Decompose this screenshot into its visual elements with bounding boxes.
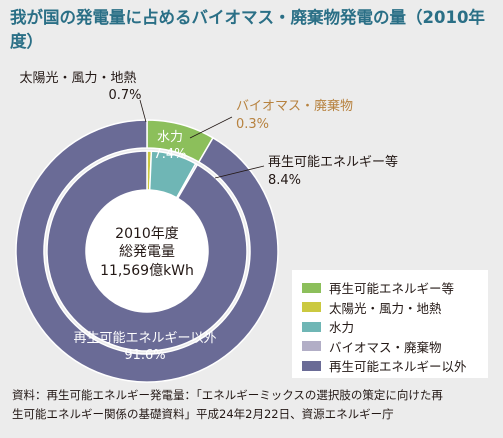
label-solar-name: 太陽光・風力・地熱 (19, 71, 136, 86)
legend-item-hydro: 水力 (302, 317, 482, 337)
chart-title: 我が国の発電量に占めるバイオマス・廃棄物発電の量（2010年度） (10, 8, 485, 51)
label-non-renewable-value: 91.6% (124, 348, 165, 363)
leader-line-renewable (214, 165, 265, 179)
center-label-value: 11,569億kWh (100, 263, 194, 279)
source-note: 資料：再生可能エネルギー発電量：「エネルギーミックスの選択肢の策定に向けた再 生… (12, 386, 497, 424)
outer-ring (15, 119, 279, 383)
leader-line-biomass (189, 116, 233, 139)
legend-label: バイオマス・廃棄物 (329, 339, 442, 355)
label-renewable-value: 8.4% (268, 173, 301, 188)
legend-item-renewable: 再生可能エネルギー等 (302, 278, 482, 298)
label-non-renewable-name: 再生可能エネルギー以外 (73, 331, 216, 346)
label-biomass-name: バイオマス・廃棄物 (236, 98, 353, 114)
label-hydro-value: 7.4% (153, 147, 186, 162)
leader-line-solar (139, 99, 147, 123)
legend-item-solar: 太陽光・風力・地熱 (302, 298, 482, 318)
label-biomass-value: 0.3% (236, 117, 269, 132)
legend-swatch (302, 302, 321, 313)
legend-swatch (302, 360, 321, 371)
outer-ring-slice-1 (15, 119, 279, 383)
legend-item-biomass: バイオマス・廃棄物 (302, 337, 482, 357)
legend-swatch (302, 282, 321, 293)
label-solar-value: 0.7% (108, 88, 141, 103)
legend-item-non-renewable: 再生可能エネルギー以外 (302, 356, 482, 376)
legend-swatch (302, 321, 321, 332)
legend-label: 再生可能エネルギー以外 (329, 359, 467, 375)
legend-label: 再生可能エネルギー等 (329, 281, 455, 297)
legend-label: 水力 (329, 320, 355, 336)
center-label-year: 2010年度 (115, 226, 179, 242)
source-line-2: 生可能エネルギー関係の基礎資料」平成24年2月22日、資源エネルギー庁 (12, 407, 394, 421)
label-renewable-name: 再生可能エネルギー等 (268, 154, 398, 170)
legend: 再生可能エネルギー等 太陽光・風力・地熱 水力 バイオマス・廃棄物 再生可能エネ… (292, 270, 488, 378)
legend-swatch (302, 341, 321, 352)
center-label-total: 総発電量 (119, 244, 175, 260)
label-hydro-name: 水力 (157, 130, 183, 145)
donut-hole (86, 190, 208, 312)
source-line-1: 資料：再生可能エネルギー発電量：「エネルギーミックスの選択肢の策定に向けた再 (12, 388, 443, 402)
legend-label: 太陽光・風力・地熱 (329, 300, 442, 316)
